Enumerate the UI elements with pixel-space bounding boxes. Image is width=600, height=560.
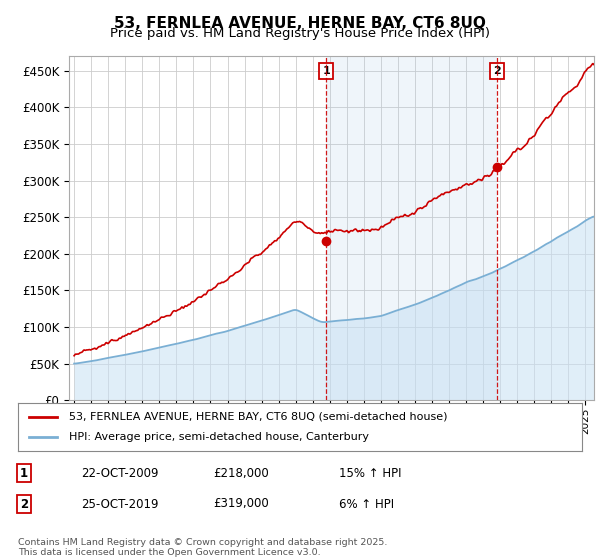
Text: 53, FERNLEA AVENUE, HERNE BAY, CT6 8UQ (semi-detached house): 53, FERNLEA AVENUE, HERNE BAY, CT6 8UQ (…: [69, 412, 447, 422]
Text: £218,000: £218,000: [213, 466, 269, 480]
Text: Price paid vs. HM Land Registry's House Price Index (HPI): Price paid vs. HM Land Registry's House …: [110, 27, 490, 40]
Text: 53, FERNLEA AVENUE, HERNE BAY, CT6 8UQ: 53, FERNLEA AVENUE, HERNE BAY, CT6 8UQ: [114, 16, 486, 31]
Text: £319,000: £319,000: [213, 497, 269, 511]
Text: 1: 1: [323, 66, 330, 76]
Text: 15% ↑ HPI: 15% ↑ HPI: [339, 466, 401, 480]
Text: 2: 2: [20, 497, 28, 511]
Text: 22-OCT-2009: 22-OCT-2009: [81, 466, 158, 480]
Text: 25-OCT-2019: 25-OCT-2019: [81, 497, 158, 511]
Text: HPI: Average price, semi-detached house, Canterbury: HPI: Average price, semi-detached house,…: [69, 432, 369, 442]
Bar: [326, 56, 497, 400]
Text: 1: 1: [20, 466, 28, 480]
Text: Contains HM Land Registry data © Crown copyright and database right 2025.
This d: Contains HM Land Registry data © Crown c…: [18, 538, 388, 557]
Text: 6% ↑ HPI: 6% ↑ HPI: [339, 497, 394, 511]
Text: 2: 2: [493, 66, 501, 76]
